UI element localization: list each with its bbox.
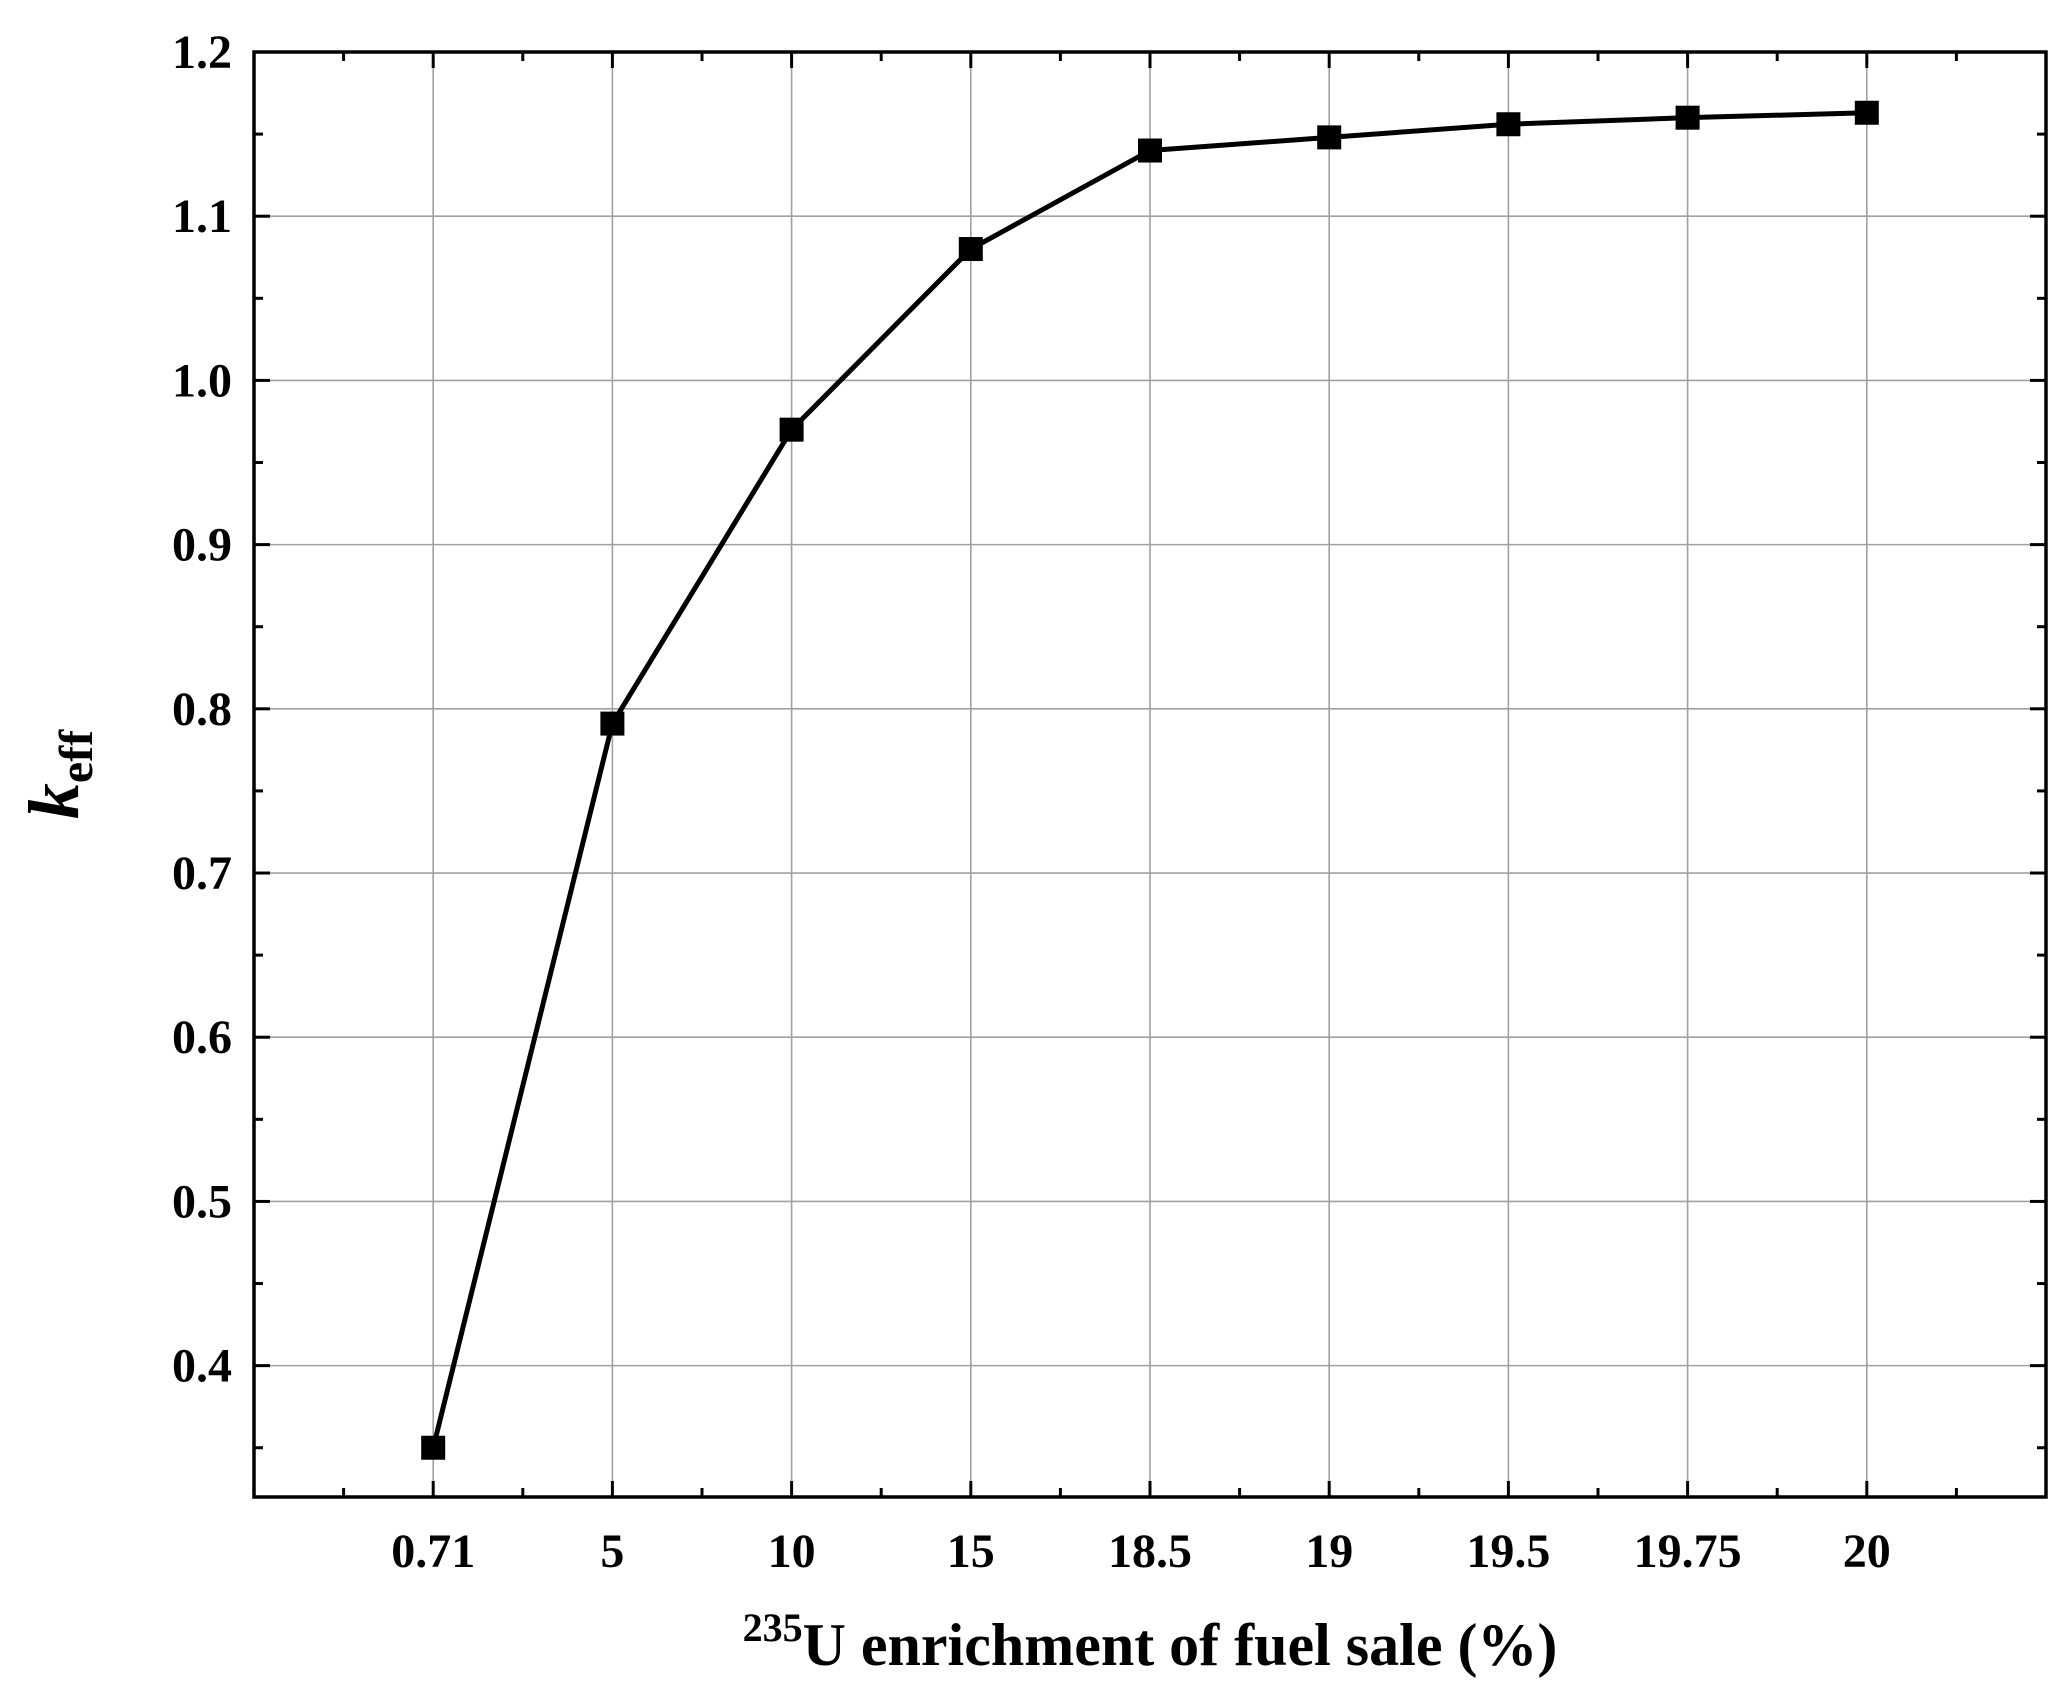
data-point [1854,100,1879,125]
y-axis-title: keff [14,729,103,819]
y-tick-label: 0.9 [172,519,232,572]
y-tick-label: 0.6 [172,1011,232,1064]
y-tick-label: 0.7 [172,847,232,900]
y-axis-title-main: k [14,783,94,819]
data-point [1138,138,1162,163]
x-tick-label: 5 [600,1525,624,1578]
y-tick-label: 0.4 [172,1340,232,1393]
data-point [1317,125,1342,150]
series-layer [421,100,1879,1460]
data-point [958,237,983,262]
x-tick-label: 19.75 [1634,1525,1742,1578]
x-axis-title-text: U enrichment of fuel sale (%) [803,1612,1558,1678]
data-point [1675,105,1700,130]
y-axis-title-sub: eff [50,729,103,783]
x-axis-title: 235U enrichment of fuel sale (%) [743,1605,1558,1678]
y-tick-label: 1.1 [172,190,232,243]
y-tick-label: 0.8 [172,683,232,736]
plot-frame [252,50,2048,1499]
x-tick-label: 15 [947,1525,995,1578]
x-axis-title-sup: 235 [743,1605,803,1650]
tick-layer [254,50,2046,1497]
x-tick-label: 10 [768,1525,816,1578]
y-tick-label: 1.2 [172,26,232,79]
x-tick-label: 0.71 [391,1525,475,1578]
data-point [779,417,804,442]
tick-label-layer: 0.71 5 10 15 18.5 19 19.5 19.75 20 0.4 0.5 0.6 0.7 0.… [172,26,1891,1578]
x-tick-label: 18.5 [1108,1525,1192,1578]
y-tick-label: 0.5 [172,1175,232,1228]
x-tick-label: 20 [1843,1525,1891,1578]
data-point [1496,112,1521,137]
x-tick-label: 19.5 [1466,1525,1550,1578]
x-tick-label: 19 [1305,1525,1353,1578]
y-tick-label: 1.0 [172,354,232,407]
grid-layer [254,52,2046,1497]
data-point [421,1435,446,1460]
data-point [600,711,625,736]
